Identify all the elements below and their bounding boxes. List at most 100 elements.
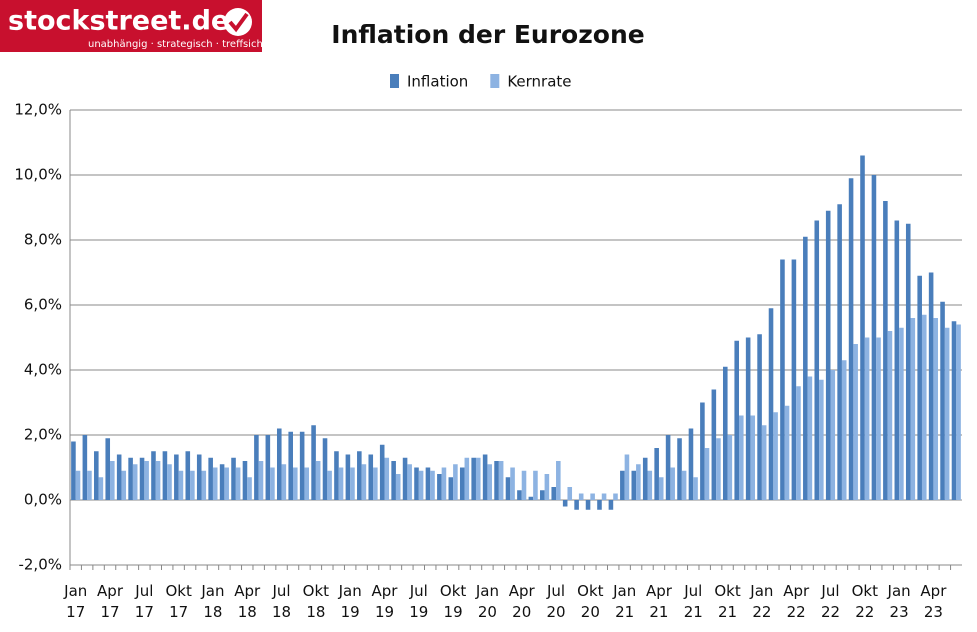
y-tick-label: -2,0% bbox=[18, 556, 62, 574]
bar bbox=[293, 467, 298, 500]
bar bbox=[894, 220, 900, 500]
bar bbox=[71, 441, 76, 500]
bar bbox=[528, 496, 534, 500]
bar bbox=[208, 457, 213, 500]
y-tick-label: 12,0% bbox=[14, 101, 62, 119]
bar bbox=[144, 461, 149, 500]
bar bbox=[441, 467, 447, 500]
bar bbox=[345, 454, 351, 500]
x-tick-label: Okt 19 bbox=[440, 582, 466, 621]
x-tick-label: Apr 18 bbox=[234, 582, 261, 621]
x-tick-label: Apr 23 bbox=[920, 582, 947, 621]
bar bbox=[258, 461, 264, 500]
bar bbox=[597, 500, 602, 510]
bar bbox=[299, 431, 305, 500]
bar bbox=[803, 236, 808, 500]
bar bbox=[510, 467, 515, 500]
bar bbox=[841, 360, 847, 500]
bar bbox=[791, 259, 797, 500]
x-tick-label: Jul 18 bbox=[272, 582, 292, 621]
bar bbox=[688, 428, 694, 500]
bar bbox=[276, 428, 282, 500]
bar bbox=[517, 490, 522, 500]
bar bbox=[921, 314, 927, 500]
bar bbox=[178, 470, 184, 500]
y-tick-label: 2,0% bbox=[24, 426, 62, 444]
bar bbox=[871, 175, 877, 500]
x-tick-label: Jan 18 bbox=[200, 582, 224, 621]
bar bbox=[334, 451, 339, 500]
bar bbox=[453, 464, 458, 500]
bar bbox=[391, 461, 396, 500]
bar bbox=[658, 477, 664, 500]
bar bbox=[704, 448, 710, 500]
bar bbox=[739, 415, 744, 500]
bar bbox=[574, 500, 579, 510]
bar bbox=[665, 435, 671, 500]
bar bbox=[883, 201, 888, 500]
bar bbox=[928, 272, 934, 500]
bar bbox=[201, 470, 207, 500]
bar bbox=[322, 438, 328, 500]
bar bbox=[578, 493, 584, 500]
bar bbox=[151, 451, 156, 500]
x-tick-label: Apr 21 bbox=[646, 582, 673, 621]
bar bbox=[768, 308, 774, 500]
bar bbox=[700, 402, 705, 500]
bar bbox=[379, 444, 385, 500]
bar bbox=[601, 493, 607, 500]
x-tick-label: Okt 20 bbox=[577, 582, 603, 621]
bar bbox=[167, 464, 172, 500]
bar bbox=[825, 210, 831, 500]
bar bbox=[853, 344, 858, 500]
x-tick-label: Jul 21 bbox=[683, 582, 703, 621]
x-tick-label: Jan 17 bbox=[63, 582, 87, 621]
y-tick-label: 0,0% bbox=[24, 491, 62, 509]
bar bbox=[425, 467, 431, 500]
bar bbox=[418, 470, 424, 500]
bar bbox=[128, 457, 133, 500]
x-tick-label: Okt 22 bbox=[852, 582, 878, 621]
bar bbox=[745, 337, 751, 500]
bar bbox=[494, 461, 499, 500]
bar bbox=[814, 220, 820, 500]
bar bbox=[231, 457, 236, 500]
x-tick-label: Okt 18 bbox=[303, 582, 329, 621]
bar bbox=[265, 435, 271, 500]
bar bbox=[87, 470, 92, 500]
bar bbox=[116, 454, 122, 500]
bar bbox=[693, 477, 698, 500]
bar bbox=[487, 464, 492, 500]
bar bbox=[361, 464, 367, 500]
x-tick-label: Jan 22 bbox=[749, 582, 773, 621]
bar bbox=[498, 461, 504, 500]
y-tick-label: 8,0% bbox=[24, 231, 62, 249]
bar bbox=[121, 470, 127, 500]
bar bbox=[464, 457, 470, 500]
bar bbox=[940, 301, 945, 500]
bar bbox=[944, 327, 950, 500]
x-tick-label: Apr 22 bbox=[783, 582, 810, 621]
bar bbox=[315, 461, 321, 500]
bar bbox=[681, 470, 687, 500]
y-tick-label: 10,0% bbox=[14, 166, 62, 184]
bar bbox=[784, 405, 790, 500]
bar bbox=[624, 454, 630, 500]
bar bbox=[242, 461, 248, 500]
bar bbox=[407, 464, 412, 500]
legend-swatch bbox=[390, 74, 399, 88]
bar bbox=[521, 470, 527, 500]
bar bbox=[402, 457, 408, 500]
bar bbox=[219, 464, 225, 500]
logo-box bbox=[0, 0, 262, 52]
bar bbox=[837, 204, 842, 500]
bar bbox=[482, 454, 488, 500]
bar bbox=[155, 461, 161, 500]
x-tick-label: Jul 19 bbox=[409, 582, 429, 621]
bar bbox=[585, 500, 591, 510]
bar bbox=[448, 477, 454, 500]
bar bbox=[654, 448, 659, 500]
bar bbox=[304, 467, 310, 500]
